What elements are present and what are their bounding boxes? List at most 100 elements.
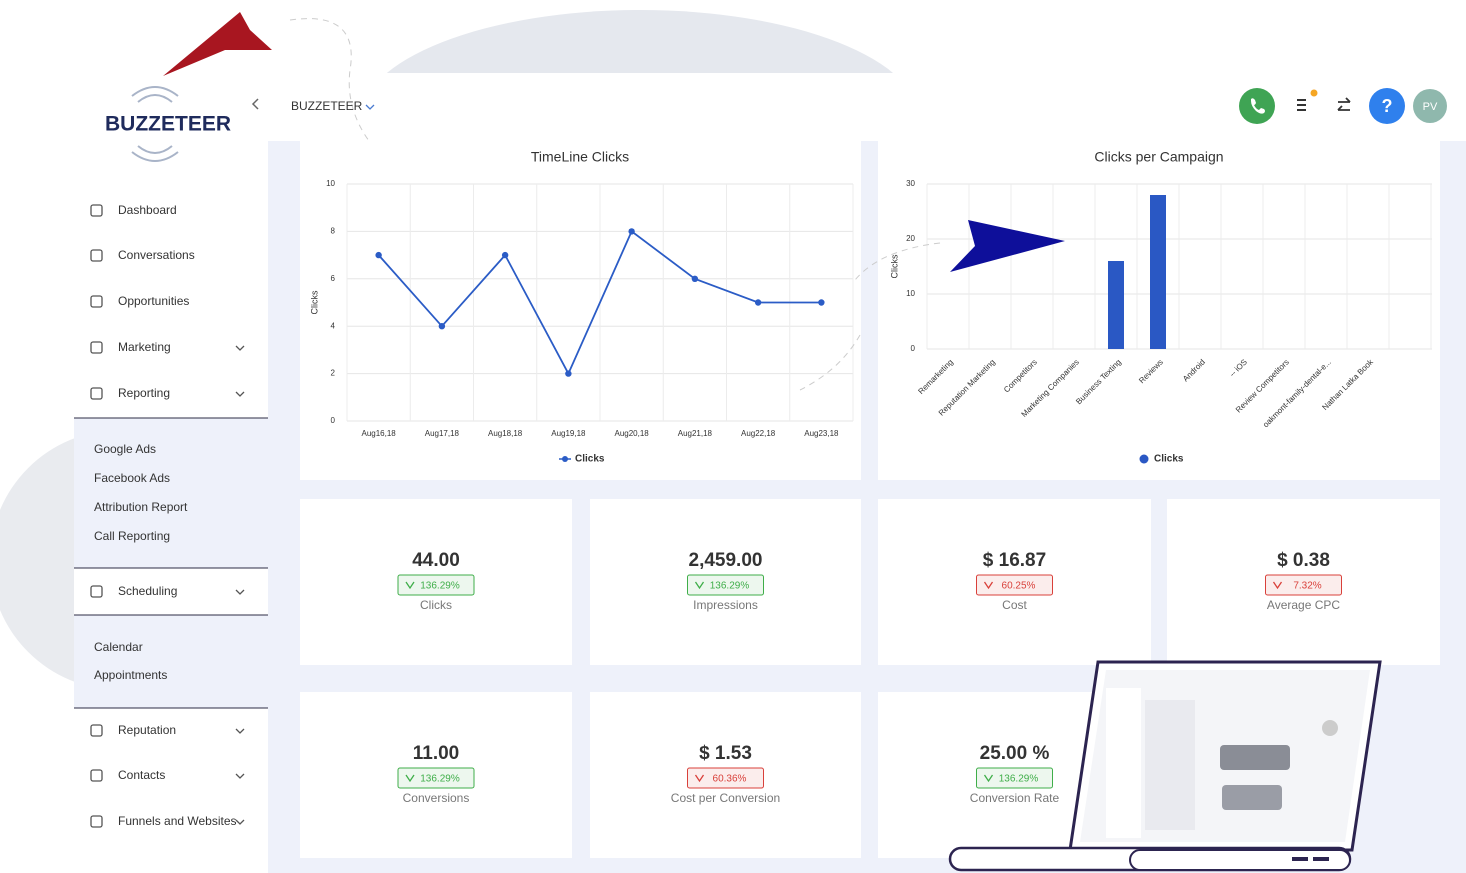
submenu-item[interactable]: Attribution Report [94,500,188,514]
change-value: 136.29% [999,774,1039,785]
nav-item[interactable]: Opportunities [118,294,189,308]
line-point [501,251,509,259]
stat-label: Conversion Rate [970,791,1060,805]
change-icon [983,581,994,590]
stat-value: $ 0.38 [1277,550,1330,571]
x-tick-label: Aug20,18 [614,429,649,438]
help-button[interactable] [1369,88,1405,124]
line-point [438,323,446,330]
stat-card [590,692,861,858]
change-badge [976,767,1053,789]
x-tick-label: Aug19,18 [551,429,586,438]
submenu-item[interactable]: Facebook Ads [94,471,170,485]
stat-label: Conversions [403,791,470,805]
change-badge [397,574,475,596]
change-value: 136.29% [420,774,460,785]
switch-button[interactable] [1337,97,1351,111]
stat-label: Impressions [693,598,758,612]
change-value: 136.29% [420,581,460,592]
change-icon [694,774,705,783]
collapse-button[interactable] [251,98,259,110]
laptop-illustration [948,660,1382,872]
logo-text: BUZZETEER [105,113,231,136]
y-tick-label: 30 [906,179,915,188]
nav-item[interactable]: Funnels and Websites [118,814,237,828]
submenu-item[interactable]: Calendar [94,640,143,654]
nav-chevron [235,728,245,734]
chart-card [300,141,861,480]
stat-card [300,692,572,858]
change-badge [1265,574,1342,596]
y-tick-label: 0 [911,344,916,353]
tasks-button[interactable] [1297,99,1306,111]
bar [1108,261,1124,349]
change-badge [976,574,1053,596]
nav-item[interactable]: Marketing [118,340,171,354]
change-icon [405,581,415,590]
nav-item[interactable]: Conversations [118,248,195,262]
account-dropdown[interactable] [365,104,375,110]
stat-value: 44.00 [412,550,460,571]
account-name[interactable]: BUZZETEER [291,99,363,113]
stat-label: Clicks [420,598,452,612]
y-tick-label: 4 [331,321,336,330]
nav-chevron [235,345,245,351]
nav-chevron [235,773,245,779]
y-tick-label: 8 [331,227,336,236]
change-icon [694,581,705,590]
legend-label[interactable]: Clicks [1154,454,1184,465]
stat-value: $ 1.53 [699,743,752,764]
change-value: 60.36% [713,774,747,785]
nav-item[interactable]: Contacts [118,768,165,782]
submenu-item[interactable]: Appointments [94,668,167,682]
nav-icon [90,387,103,400]
y-tick-label: 10 [906,289,915,298]
y-tick-label: 20 [906,234,915,243]
stat-value: 25.00 % [980,743,1050,764]
stat-card [590,499,861,665]
change-value: 60.25% [1002,581,1036,592]
nav-icon [90,204,103,217]
change-value: 136.29% [710,581,750,592]
change-icon [1272,581,1283,590]
sidebar-nav: Dashboard Conversations Opportunities Marke… [74,203,268,828]
nav-item[interactable]: Scheduling [118,584,177,598]
x-tick-label: Aug18,18 [488,429,523,438]
topbar [268,73,1466,141]
phone-button[interactable] [1239,88,1275,124]
line-point [754,299,762,306]
nav-icon [90,585,103,598]
stat-label: Average CPC [1267,598,1340,612]
line-point [818,299,825,306]
line-point [565,370,572,377]
phone-icon [1251,98,1265,114]
nav-icon [90,249,103,262]
x-tick-label: Aug16,18 [361,429,396,438]
y-tick-label: 10 [326,179,335,188]
dash-path [799,242,941,391]
change-badge [687,574,764,596]
submenu-item[interactable]: Google Ads [94,442,156,456]
logo [131,86,179,162]
nav-chevron [235,819,245,825]
nav-item[interactable]: Reputation [118,723,176,737]
y-axis-label: Clicks [309,290,319,314]
nav-chevron [235,391,245,397]
nav-item[interactable]: Reporting [118,386,170,400]
change-badge [397,767,475,789]
x-tick-label: Aug21,18 [678,429,713,438]
line-point [628,228,635,235]
avatar[interactable] [1413,89,1447,123]
line-point [375,251,382,259]
nav-icon [90,724,103,737]
submenu-item[interactable]: Call Reporting [94,529,170,543]
nav-item[interactable]: Dashboard [118,203,177,217]
x-tick-label: Aug22,18 [741,429,776,438]
y-tick-label: 2 [331,369,336,378]
chart-title: TimeLine Clicks [531,149,629,165]
legend-label[interactable]: Clicks [575,454,605,465]
stat-card [1167,499,1440,665]
nav-chevron [235,589,245,595]
